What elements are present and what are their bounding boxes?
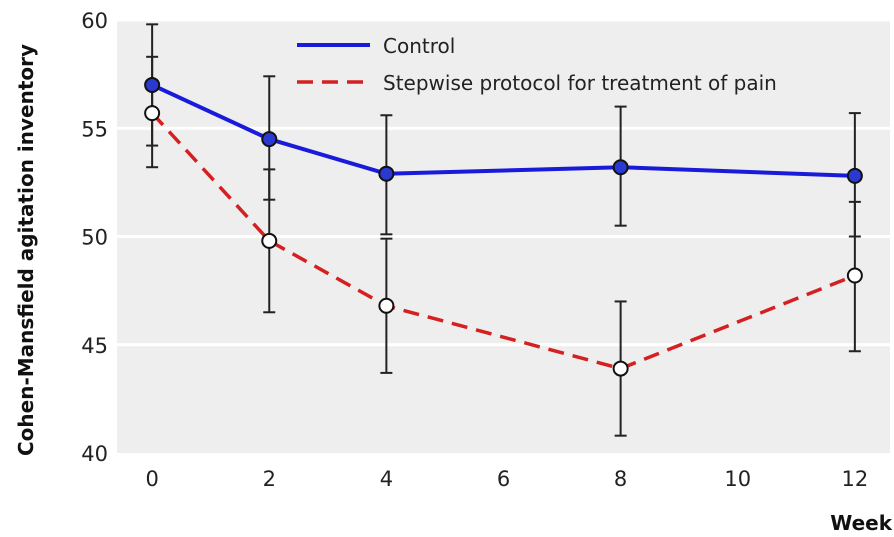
x-tick-label: 0: [145, 467, 158, 491]
legend-label-control: Control: [383, 34, 455, 58]
data-point: [378, 165, 395, 182]
data-point: [612, 159, 629, 176]
x-tick-label: 4: [380, 467, 393, 491]
legend: Control Stepwise protocol for treatment …: [297, 34, 777, 95]
x-axis-label: Week: [830, 511, 892, 535]
x-tick-label: 10: [724, 467, 751, 491]
x-tick-label: 2: [263, 467, 276, 491]
y-axis-ticks: 40 45 50 55 60: [81, 9, 108, 466]
x-axis-ticks: 0 2 4 6 8 10 12: [145, 467, 868, 491]
y-tick-label: 60: [81, 9, 108, 33]
data-point: [144, 105, 161, 122]
x-tick-label: 6: [497, 467, 510, 491]
data-point: [261, 232, 278, 249]
data-point: [846, 167, 863, 184]
y-axis-label: Cohen-Mansfield agitation inventory: [14, 44, 38, 456]
y-tick-label: 55: [81, 117, 108, 141]
data-point: [261, 131, 278, 148]
y-tick-label: 40: [81, 442, 108, 466]
legend-label-stepwise: Stepwise protocol for treatment of pain: [383, 71, 777, 95]
data-point: [378, 297, 395, 314]
x-tick-label: 12: [841, 467, 868, 491]
y-tick-label: 45: [81, 334, 108, 358]
data-points: [144, 76, 863, 377]
y-tick-label: 50: [81, 226, 108, 250]
data-point: [846, 267, 863, 284]
x-tick-label: 8: [614, 467, 627, 491]
data-point: [144, 76, 161, 93]
data-point: [612, 360, 629, 377]
